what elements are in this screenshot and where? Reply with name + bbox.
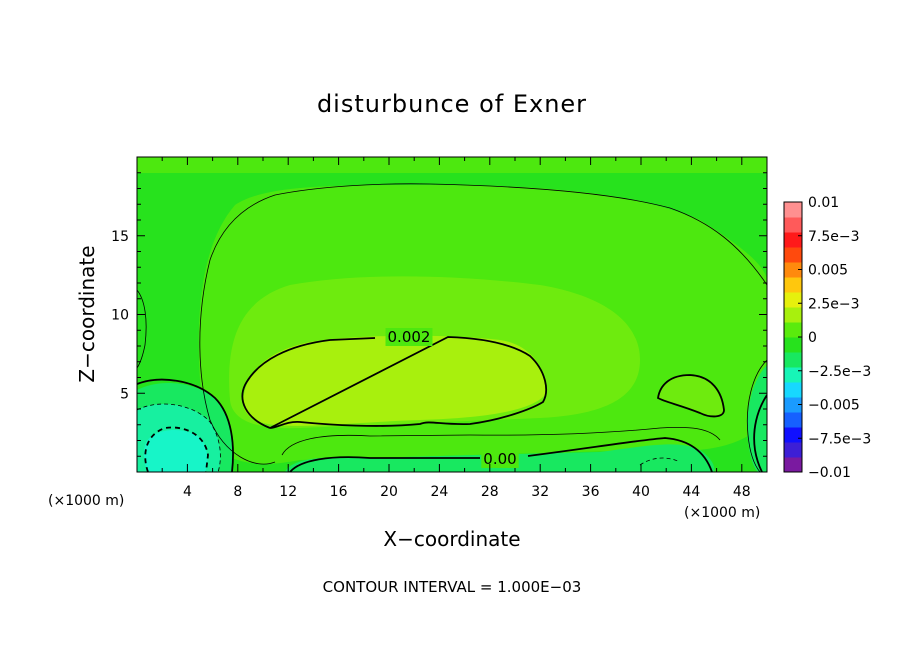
colorbar-segment (784, 247, 802, 263)
x-tick-label: 24 (430, 484, 448, 500)
y-axis: 5 10 15 (111, 172, 767, 457)
contour-label: 0.002 (388, 328, 431, 346)
x-tick-label: 44 (682, 484, 700, 500)
colorbar-segment (784, 427, 802, 443)
colorbar-tick-label: −7.5e−3 (808, 431, 871, 447)
x-axis-label: X−coordinate (383, 527, 520, 551)
colorbar-segment (784, 367, 802, 383)
colorbar-tick-label: 2.5e−3 (808, 296, 860, 312)
colorbar-segment (784, 262, 802, 278)
x-tick-label: 32 (531, 484, 549, 500)
colorbar-segment (784, 292, 802, 308)
contour-thin-lower (281, 426, 721, 456)
contour-label-background (385, 328, 433, 346)
colorbar-segment (784, 232, 802, 248)
colorbar-tick-label: 0.01 (808, 195, 839, 211)
x-tick-label: 12 (279, 484, 297, 500)
colorbar-tick-label: −0.005 (808, 398, 860, 414)
y-tick-label: 15 (111, 229, 129, 245)
x-tick-label: 4 (183, 484, 192, 500)
x-tick-label: 36 (582, 484, 600, 500)
contour-0001-right (657, 374, 725, 418)
colorbar-segment (784, 322, 802, 338)
contour-thin-left-edge (137, 289, 147, 369)
x-tick-label: 40 (632, 484, 650, 500)
colorbar-tick-label: 7.5e−3 (808, 229, 860, 245)
colorbar-segment (784, 352, 802, 368)
contour-0002 (241, 336, 547, 429)
positive-region-right (658, 375, 724, 417)
y-unit-label: (×1000 m) (48, 493, 124, 509)
y-axis-label: Z−coordinate (75, 245, 99, 382)
plot-area (137, 157, 767, 472)
colorbar-segment (784, 397, 802, 413)
x-tick-label: 20 (380, 484, 398, 500)
x-tick-label: 28 (481, 484, 499, 500)
x-tick-label: 8 (233, 484, 242, 500)
colorbar-tick-label: 0.005 (808, 263, 848, 279)
x-tick-label: 48 (733, 484, 751, 500)
x-tick-label: 16 (330, 484, 348, 500)
x-axis: 4 8 12 16 20 24 28 32 36 40 44 48 (161, 157, 751, 500)
colorbar-tick-label: −0.01 (808, 465, 851, 481)
contour-thin-outer (199, 183, 767, 465)
colorbar-segment (784, 442, 802, 458)
contour-label: 0.00 (483, 450, 516, 468)
colorbar (783, 201, 803, 473)
colorbar-tick-label: 0 (808, 330, 817, 346)
x-unit-label: (×1000 m) (684, 505, 760, 521)
field-top-band (137, 157, 767, 173)
chart-title: disturbunce of Exner (317, 90, 587, 118)
contour-labels: 0.002 0.00 (385, 328, 519, 468)
colorbar-segment (784, 412, 802, 428)
colorbar-tick-label: −2.5e−3 (808, 364, 871, 380)
contour-dashed-bottom (639, 457, 681, 466)
contour-000-left (137, 378, 234, 472)
contour-thin-right-edge (746, 359, 767, 472)
contour-label-background (481, 450, 519, 468)
y-tick-label: 10 (111, 308, 129, 324)
colorbar-segment (784, 277, 802, 293)
negative-region-left-3 (144, 429, 208, 472)
colorbar-segment (784, 382, 802, 398)
contour-000-right-edge (753, 394, 767, 472)
colorbar-ticks: 0.01 7.5e−3 0.005 2.5e−3 0 −2.5e−3 −0.005 −7.5e… (798, 195, 871, 481)
contour-000-bottom (289, 437, 713, 472)
colorbar-segment (784, 337, 802, 353)
colorbar-segment (784, 202, 802, 218)
y-tick-label: 5 (120, 386, 129, 402)
colorbar-segment (784, 457, 802, 473)
contour-lines (137, 183, 767, 472)
contour-interval-note: CONTOUR INTERVAL = 1.000E−03 (323, 578, 582, 596)
colorbar-segment (784, 217, 802, 233)
contour-dashed-left-1 (137, 403, 221, 472)
colorbar-segment (784, 307, 802, 323)
